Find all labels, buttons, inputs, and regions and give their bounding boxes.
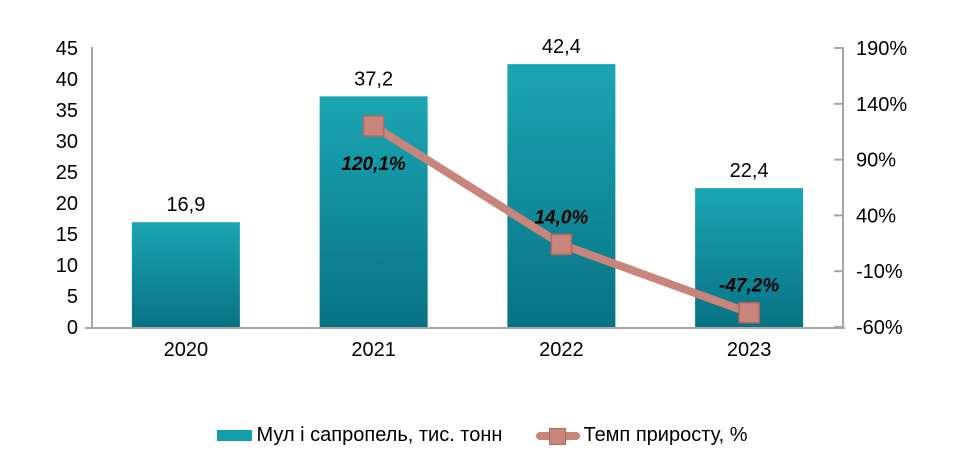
legend-item-bar-series: Мул і сапропель, тис. тонн (216, 424, 503, 447)
right-axis-tick-label: -10% (856, 261, 903, 283)
line-series-swatch (536, 427, 581, 445)
legend-label-line-series: Темп приросту, % (583, 424, 748, 446)
left-axis-tick-label: 25 (56, 162, 78, 184)
line-marker-2023 (738, 301, 760, 324)
line-series-marker-icon (549, 427, 567, 445)
left-axis-tick-label: 45 (56, 38, 78, 60)
left-axis-tick-label: 40 (56, 69, 78, 91)
left-axis-tick-label: 20 (56, 193, 78, 215)
legend-label-bar-series: Мул і сапропель, тис. тонн (256, 424, 503, 446)
line-marker-2021 (362, 115, 385, 137)
bar-value-label: 16,9 (166, 194, 205, 216)
category-label-2021: 2021 (351, 339, 396, 361)
category-label-2020: 2020 (164, 339, 209, 361)
right-axis-tick-label: 140% (856, 94, 907, 116)
category-label-2022: 2022 (539, 339, 584, 361)
right-axis-tick-label: 40% (856, 205, 896, 227)
bar-value-label: 37,2 (354, 68, 393, 90)
bar-value-label: 42,4 (542, 36, 581, 58)
bar-series-swatch (216, 430, 252, 441)
left-axis-tick-label: 15 (56, 224, 78, 246)
legend-item-line-series: Темп приросту, % (536, 424, 747, 447)
left-axis-tick-label: 10 (56, 255, 78, 277)
left-axis-tick-label: 5 (67, 286, 78, 308)
right-axis-tick-label: 190% (856, 38, 907, 60)
line-value-label: 14,0% (534, 207, 588, 228)
right-axis-tick-label: -60% (856, 317, 903, 339)
category-label-2023: 2023 (727, 339, 772, 361)
right-axis-tick-label: 90% (856, 150, 896, 172)
bar-value-label: 22,4 (730, 160, 769, 182)
bar-2020 (131, 222, 240, 327)
line-value-label: -47,2% (719, 276, 779, 297)
bar-2022 (507, 64, 616, 328)
left-axis-tick-label: 30 (56, 131, 78, 153)
line-value-label: 120,1% (341, 154, 406, 175)
chart-legend: Мул і сапропель, тис. тонн Темп приросту… (0, 424, 964, 447)
combo-chart-plot: 0 5 10 15 20 25 30 35 40 45 -60% -10% 40% 90% 140% 190%… (56, 36, 908, 361)
left-axis-tick-label: 35 (56, 100, 78, 122)
left-axis-tick-label: 0 (67, 317, 78, 339)
line-marker-2022 (550, 233, 573, 256)
